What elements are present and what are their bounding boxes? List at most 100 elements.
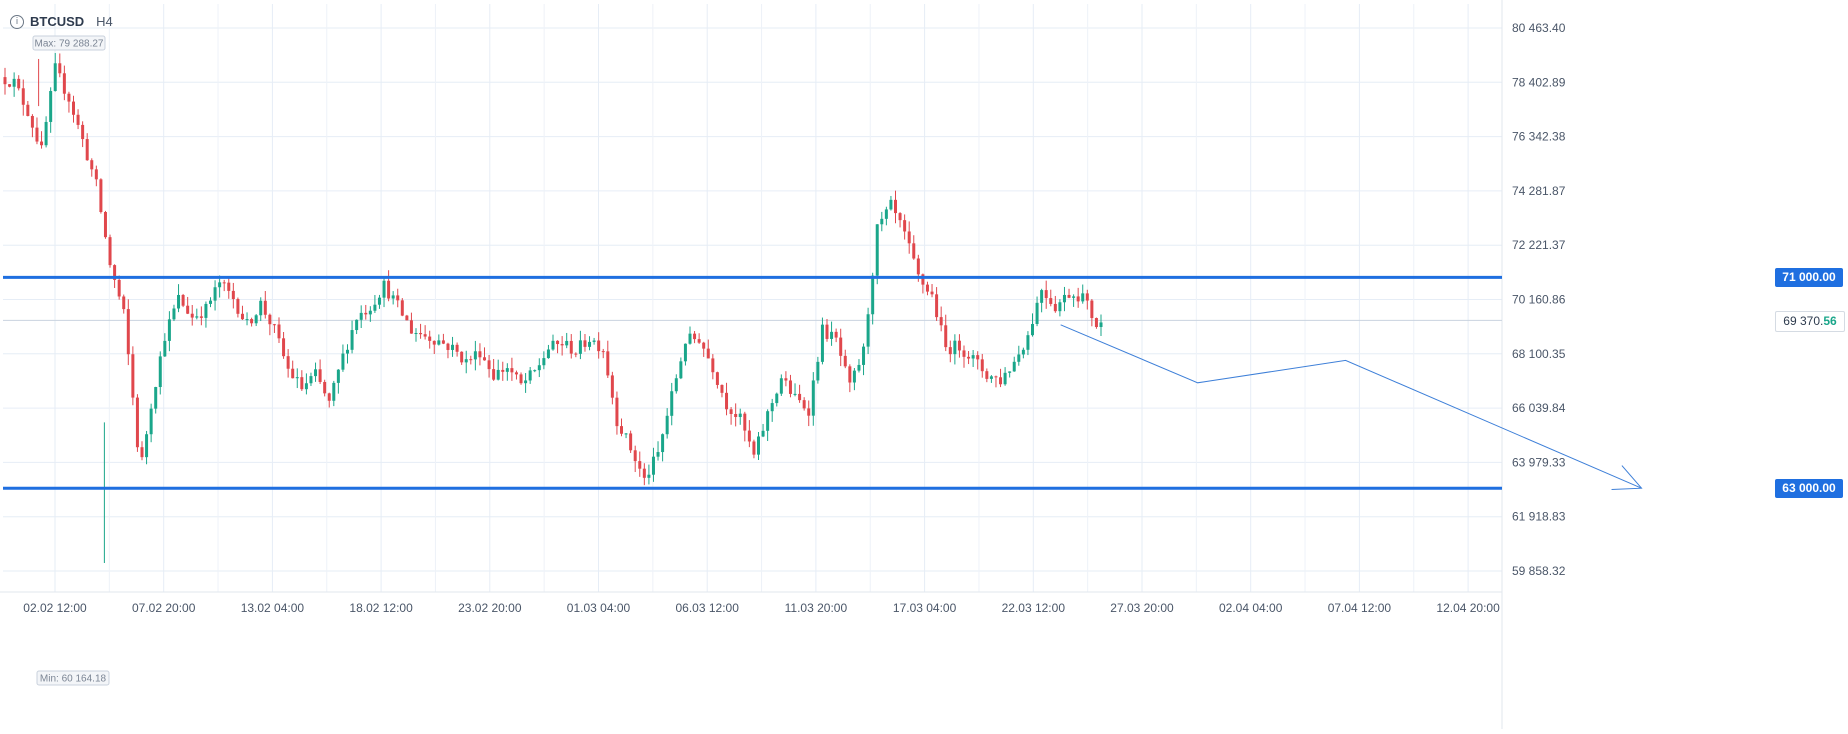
candle-down[interactable] xyxy=(788,374,792,398)
candle-down[interactable] xyxy=(90,158,94,177)
candle-up[interactable] xyxy=(314,362,318,382)
candle-up[interactable] xyxy=(414,328,418,342)
candle-down[interactable] xyxy=(277,317,281,343)
candle-down[interactable] xyxy=(519,372,523,385)
candle-down[interactable] xyxy=(446,342,450,359)
candle-down[interactable] xyxy=(514,370,518,380)
candle-up[interactable] xyxy=(546,344,550,359)
candle-up[interactable] xyxy=(464,350,468,374)
candle-up[interactable] xyxy=(524,373,528,393)
candle-up[interactable] xyxy=(346,344,349,364)
candle-down[interactable] xyxy=(939,306,943,332)
candle-up[interactable] xyxy=(49,87,53,133)
candle-down[interactable] xyxy=(85,133,89,161)
candle-up[interactable] xyxy=(738,408,742,425)
candle-up[interactable] xyxy=(820,317,824,365)
candle-up[interactable] xyxy=(368,306,372,322)
candle-up[interactable] xyxy=(793,383,797,397)
level-63000-badge[interactable]: 63 000.00 xyxy=(1775,478,1843,498)
candle-down[interactable] xyxy=(222,279,226,292)
candle-down[interactable] xyxy=(825,319,829,342)
candle-up[interactable] xyxy=(1012,356,1016,372)
candle-up[interactable] xyxy=(163,333,167,357)
candle-down[interactable] xyxy=(907,221,911,254)
candle-up[interactable] xyxy=(1017,345,1021,366)
candle-down[interactable] xyxy=(615,391,619,435)
candle-up[interactable] xyxy=(565,332,569,349)
candle-down[interactable] xyxy=(702,341,706,357)
candle-down[interactable] xyxy=(629,430,633,453)
candle-down[interactable] xyxy=(802,397,806,411)
candle-down[interactable] xyxy=(117,275,121,300)
candle-up[interactable] xyxy=(871,272,875,325)
candle-up[interactable] xyxy=(770,398,774,422)
candle-up[interactable] xyxy=(852,368,856,391)
candle-down[interactable] xyxy=(364,304,368,320)
candle-up[interactable] xyxy=(1003,367,1007,386)
candle-down[interactable] xyxy=(999,368,1003,388)
candle-down[interactable] xyxy=(469,355,473,365)
candle-up[interactable] xyxy=(1058,299,1062,317)
candle-down[interactable] xyxy=(725,382,729,416)
candle-down[interactable] xyxy=(291,360,295,379)
candle-up[interactable] xyxy=(309,372,313,387)
candle-up[interactable] xyxy=(1008,371,1012,378)
candle-down[interactable] xyxy=(1076,287,1080,308)
candle-down[interactable] xyxy=(103,210,107,239)
candle-down[interactable] xyxy=(423,325,427,340)
candle-up[interactable] xyxy=(665,408,669,439)
candle-down[interactable] xyxy=(21,79,25,116)
candle-down[interactable] xyxy=(405,314,409,321)
candle-up[interactable] xyxy=(542,351,546,370)
candle-down[interactable] xyxy=(693,331,697,344)
candle-up[interactable] xyxy=(1040,288,1044,313)
candle-down[interactable] xyxy=(67,91,71,113)
candle-up[interactable] xyxy=(254,314,258,327)
candle-down[interactable] xyxy=(140,441,144,461)
candle-up[interactable] xyxy=(971,350,975,368)
candle-down[interactable] xyxy=(784,371,788,387)
candle-up[interactable] xyxy=(259,297,263,322)
candle-down[interactable] xyxy=(925,281,929,296)
candle-down[interactable] xyxy=(962,345,966,368)
candle-up[interactable] xyxy=(218,275,222,298)
candle-down[interactable] xyxy=(8,84,12,88)
candle-down[interactable] xyxy=(510,357,514,381)
candle-up[interactable] xyxy=(145,430,149,465)
candle-down[interactable] xyxy=(387,270,391,302)
candle-up[interactable] xyxy=(209,297,212,308)
candle-up[interactable] xyxy=(377,294,381,309)
candle-down[interactable] xyxy=(122,294,126,314)
candle-down[interactable] xyxy=(638,451,642,477)
candle-down[interactable] xyxy=(734,403,738,427)
candle-down[interactable] xyxy=(3,67,7,95)
candle-down[interactable] xyxy=(455,342,459,357)
candle-up[interactable] xyxy=(656,441,660,461)
candle-up[interactable] xyxy=(167,311,171,352)
candle-up[interactable] xyxy=(213,280,217,311)
candle-down[interactable] xyxy=(1053,295,1057,313)
candle-down[interactable] xyxy=(743,411,747,442)
candle-up[interactable] xyxy=(1072,294,1076,307)
candle-down[interactable] xyxy=(834,328,838,343)
candle-up[interactable] xyxy=(195,308,199,320)
candle-up[interactable] xyxy=(355,319,359,335)
candle-up[interactable] xyxy=(12,72,16,97)
candle-up[interactable] xyxy=(757,431,760,460)
candle-up[interactable] xyxy=(775,392,779,407)
candle-up[interactable] xyxy=(779,374,783,396)
candle-down[interactable] xyxy=(419,323,423,339)
candle-up[interactable] xyxy=(1062,286,1066,312)
candle-down[interactable] xyxy=(26,101,30,117)
candle-down[interactable] xyxy=(729,407,733,425)
candle-down[interactable] xyxy=(396,288,400,308)
candle-down[interactable] xyxy=(574,352,578,358)
candle-up[interactable] xyxy=(149,403,153,443)
candles[interactable] xyxy=(3,52,1103,486)
candle-up[interactable] xyxy=(688,326,692,345)
candle-down[interactable] xyxy=(697,333,701,344)
candle-up[interactable] xyxy=(473,340,477,371)
candle-up[interactable] xyxy=(592,337,596,345)
